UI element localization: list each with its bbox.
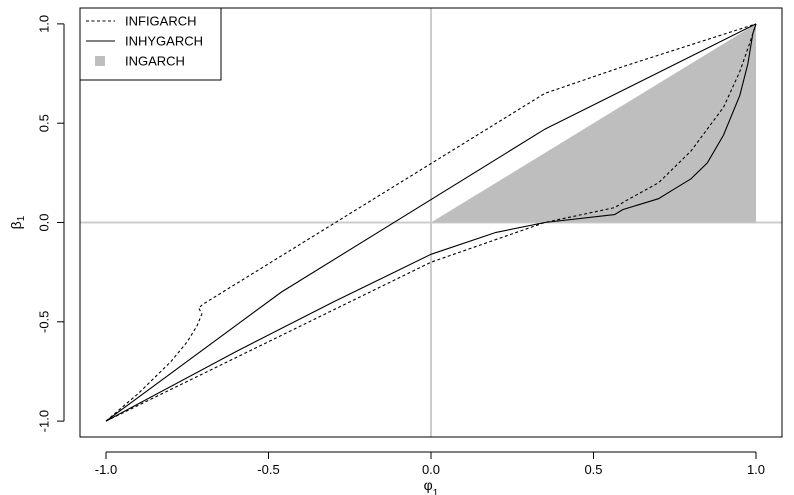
x-axis-tick-label: 0.5	[584, 462, 602, 477]
series-lines-layer	[105, 23, 757, 422]
y-axis-tick-label: -0.5	[37, 311, 52, 333]
y-axis-tick-label: -1.0	[37, 410, 52, 432]
y-axis-tick-label: 0.5	[37, 114, 52, 132]
y-axis-tick-label: 1.0	[37, 15, 52, 33]
y-axis-tick-label: 0.0	[37, 213, 52, 231]
inhygarch-lower-boundary	[105, 23, 757, 422]
ingarch-region-layer	[431, 23, 756, 223]
legend-label-infigarch: INFIGARCH	[125, 14, 197, 29]
y-axis-label-main: β	[8, 221, 24, 229]
inhygarch-upper-boundary	[105, 23, 757, 422]
infigarch-lower-boundary	[105, 23, 757, 422]
legend-items: INFIGARCH INHYGARCH INGARCH	[86, 14, 203, 69]
x-axis-tick-label: -0.5	[257, 462, 279, 477]
ingarch-region	[431, 23, 756, 223]
y-axis-label-sub: 1	[16, 215, 27, 221]
axes-layer: -1.0 -0.5 0.0 0.5 1.0 -1.0 -0.5 0.0 0.5 1.0	[37, 15, 766, 477]
legend: INFIGARCH INHYGARCH INGARCH	[79, 7, 222, 81]
x-axis-tick-label: -1.0	[95, 462, 117, 477]
x-axis-label-main: φ	[424, 477, 433, 493]
legend-box	[79, 7, 222, 81]
legend-label-ingarch: INGARCH	[125, 54, 185, 69]
legend-label-inhygarch: INHYGARCH	[125, 34, 203, 49]
x-axis-label-sub: 1	[433, 488, 439, 495]
plot-frame	[79, 7, 783, 438]
y-axis-label: β1	[8, 215, 27, 229]
legend-swatch-ingarch	[95, 56, 105, 66]
x-axis-label: φ1	[424, 477, 439, 495]
x-axis-tick-label: 0.0	[422, 462, 440, 477]
infigarch-upper-boundary	[105, 23, 757, 422]
x-axis-tick-label: 1.0	[747, 462, 765, 477]
